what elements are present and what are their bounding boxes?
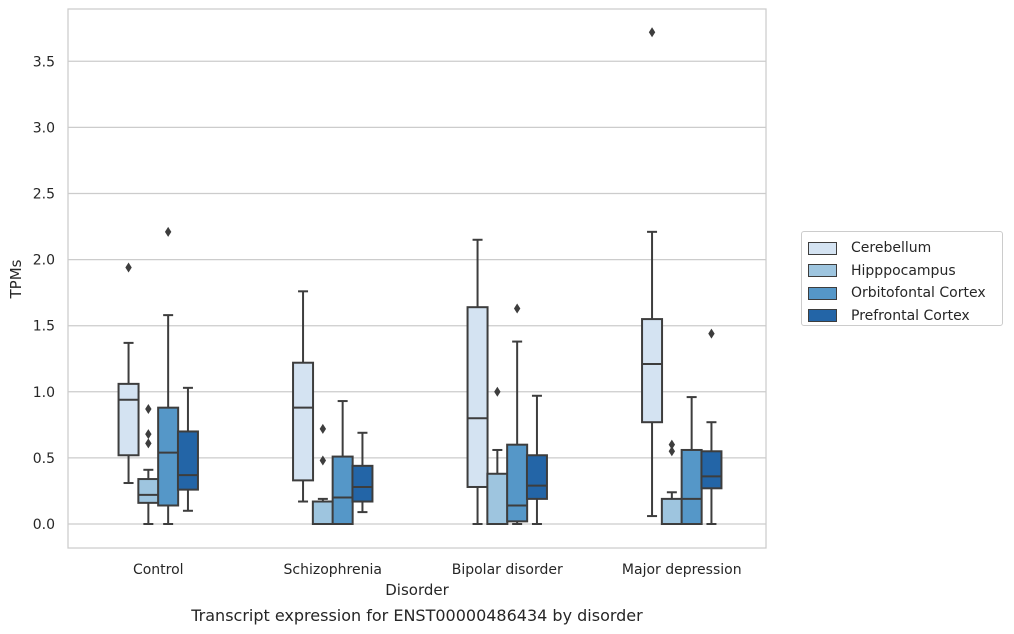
figure-caption: Transcript expression for ENST0000048643… bbox=[191, 606, 643, 625]
outlier-point bbox=[145, 403, 152, 414]
box-hipppocampus-major-depression bbox=[660, 439, 683, 525]
y-tick-label: 0.0 bbox=[33, 517, 55, 533]
outlier-point bbox=[648, 27, 656, 38]
box-iqr bbox=[137, 478, 160, 504]
box-iqr bbox=[525, 454, 548, 500]
legend-swatch bbox=[808, 264, 837, 278]
y-axis-label: TPMs bbox=[7, 259, 25, 299]
box-iqr bbox=[351, 464, 374, 503]
outlier-point bbox=[145, 438, 152, 449]
outlier-point bbox=[708, 328, 715, 339]
x-axis-label: Disorder bbox=[385, 581, 449, 599]
box-iqr bbox=[466, 306, 489, 488]
y-tick-label: 3.5 bbox=[33, 54, 55, 70]
y-tick-label: 0.5 bbox=[33, 451, 55, 467]
box-cerebellum-schizophrenia bbox=[292, 290, 315, 503]
outlier-point bbox=[319, 455, 327, 466]
x-tick-label: Major depression bbox=[622, 562, 742, 578]
box-prefrontal-cortex-schizophrenia bbox=[351, 431, 374, 514]
box-iqr bbox=[660, 497, 683, 525]
legend-swatch bbox=[808, 241, 837, 255]
x-tick-label: Bipolar disorder bbox=[452, 562, 563, 578]
box-groups bbox=[117, 27, 723, 526]
outlier-point bbox=[125, 262, 132, 273]
box-iqr bbox=[680, 448, 703, 525]
box-hipppocampus-control bbox=[137, 403, 160, 525]
box-cerebellum-control bbox=[117, 262, 140, 485]
box-iqr bbox=[176, 430, 199, 491]
legend-label: Cerebellum bbox=[851, 240, 932, 257]
box-prefrontal-cortex-control bbox=[176, 386, 199, 512]
box-iqr bbox=[641, 318, 664, 424]
y-tick-labels: 0.0 0.5 1.0 1.5 2.0 2.5 3.0 3.5 bbox=[33, 54, 55, 533]
y-tick-label: 2.5 bbox=[33, 187, 55, 203]
outlier-point bbox=[145, 429, 152, 440]
box-iqr bbox=[331, 455, 354, 525]
box-prefrontal-cortex-major-depression bbox=[700, 328, 723, 525]
plot-frame bbox=[67, 8, 767, 549]
box-orbitofontal-cortex-major-depression bbox=[680, 396, 703, 525]
box-cerebellum-bipolar-disorder bbox=[466, 238, 489, 525]
outlier-point bbox=[668, 446, 676, 457]
legend-swatch bbox=[808, 286, 837, 300]
y-tick-label: 1.0 bbox=[33, 385, 55, 401]
legend-label: Prefrontal Cortex bbox=[851, 307, 970, 324]
box-iqr bbox=[292, 361, 315, 482]
box-iqr bbox=[486, 472, 509, 526]
outlier-point bbox=[319, 423, 327, 434]
legend-swatch bbox=[808, 309, 837, 323]
box-orbitofontal-cortex-control bbox=[157, 226, 180, 525]
outlier-point bbox=[164, 226, 172, 237]
legend-item: Prefrontal Cortex bbox=[808, 305, 1002, 328]
legend-label: Hipppocampus bbox=[851, 262, 956, 279]
box-cerebellum-major-depression bbox=[641, 27, 664, 518]
outlier-point bbox=[668, 439, 676, 450]
box-iqr bbox=[506, 443, 529, 523]
box-iqr bbox=[311, 500, 334, 525]
y-tick-label: 2.0 bbox=[33, 253, 55, 269]
y-tick-label: 3.0 bbox=[33, 120, 55, 136]
outlier-point bbox=[513, 303, 521, 314]
box-iqr bbox=[117, 382, 140, 457]
box-orbitofontal-cortex-schizophrenia bbox=[331, 400, 354, 525]
box-hipppocampus-bipolar-disorder bbox=[486, 386, 509, 526]
box-iqr bbox=[157, 406, 180, 507]
legend-label: Orbitofontal Cortex bbox=[851, 285, 986, 302]
y-tick-label: 1.5 bbox=[33, 319, 55, 335]
legend-item: Orbitofontal Cortex bbox=[808, 282, 1002, 305]
outlier-point bbox=[494, 386, 501, 397]
legend: Cerebellum Hipppocampus Orbitofontal Corte… bbox=[801, 231, 1003, 326]
legend-item: Hipppocampus bbox=[808, 260, 1002, 283]
box-iqr bbox=[700, 450, 723, 490]
box-prefrontal-cortex-bipolar-disorder bbox=[525, 394, 548, 525]
box-hipppocampus-schizophrenia bbox=[311, 423, 334, 525]
legend-item: Cerebellum bbox=[808, 237, 1002, 260]
x-tick-label: Control bbox=[133, 562, 184, 578]
x-tick-label: Schizophrenia bbox=[284, 562, 382, 578]
x-tick-labels: Control Schizophrenia Bipolar disorder Majo… bbox=[133, 562, 742, 578]
box-orbitofontal-cortex-bipolar-disorder bbox=[506, 303, 529, 525]
